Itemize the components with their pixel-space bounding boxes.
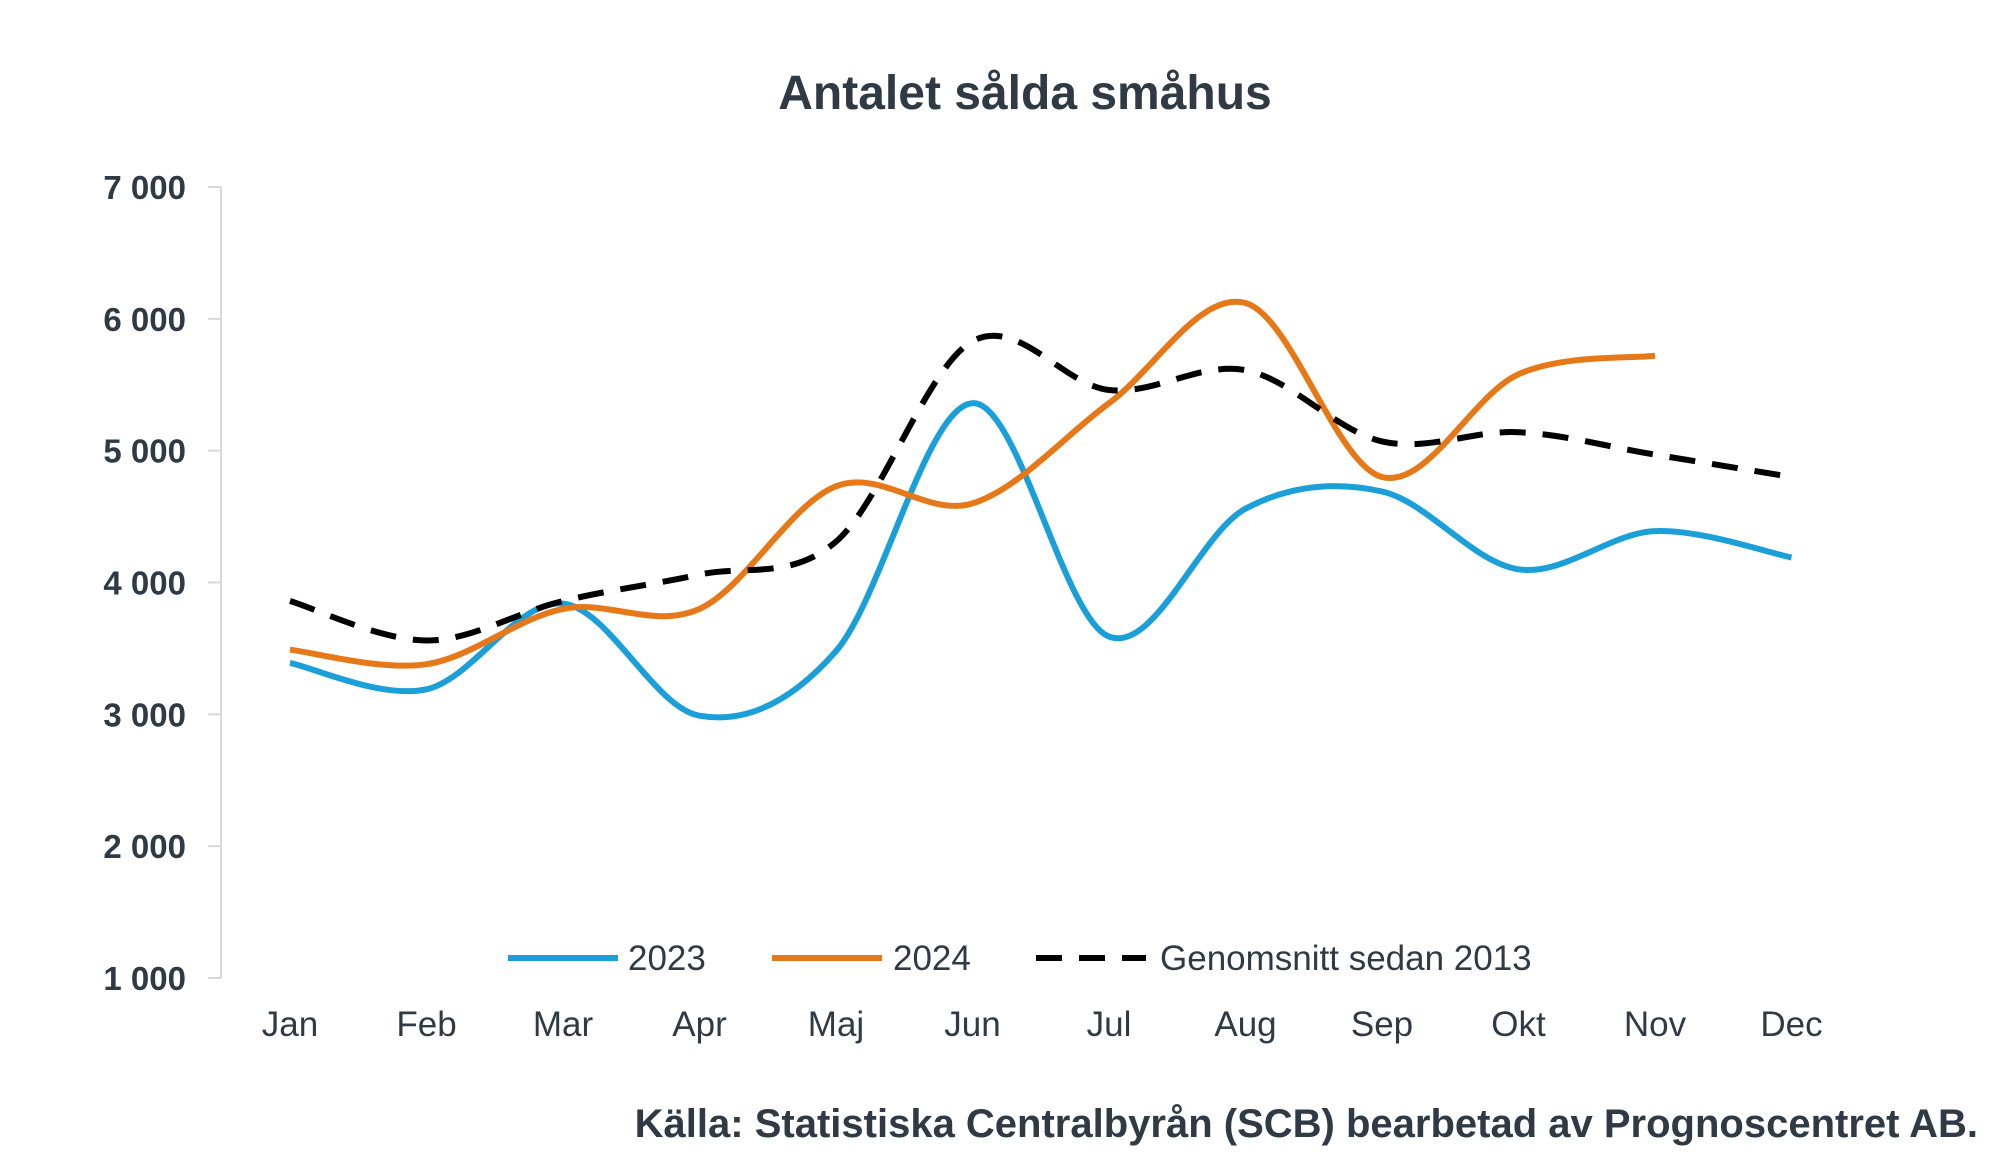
x-tick-label-jun: Jun <box>944 1005 1000 1044</box>
y-tick-label: 7 000 <box>103 169 186 206</box>
series-layer <box>289 298 1793 721</box>
x-tick-label-sep: Sep <box>1351 1005 1413 1044</box>
legend: 2023 2024 Genomsnitt sedan 2013 <box>508 939 1532 978</box>
series-line-2024 <box>289 298 1656 669</box>
x-tick-label-mar: Mar <box>533 1005 594 1044</box>
x-tick-label-maj: Maj <box>808 1005 864 1044</box>
legend-label-2023: 2023 <box>628 939 706 978</box>
x-axis: Jan Feb Mar Apr Maj Jun Jul Aug Sep Okt Nov Dec <box>262 1005 1823 1044</box>
source-note: Källa: Statistiska Centralbyrån (SCB) be… <box>635 1102 1978 1146</box>
y-axis: 1 000 2 000 3 000 4 000 5 000 6 000 7 000 <box>103 169 221 997</box>
legend-label-genomsnitt-sedan-2013: Genomsnitt sedan 2013 <box>1160 939 1532 978</box>
x-tick-label-okt: Okt <box>1491 1005 1546 1044</box>
x-tick-label-apr: Apr <box>672 1005 727 1044</box>
series-line-genomsnitt-sedan-2013 <box>289 332 1792 644</box>
chart-title: Antalet sålda småhus <box>778 67 1272 120</box>
y-tick-label: 5 000 <box>103 433 186 470</box>
y-tick-label: 1 000 <box>103 960 186 997</box>
x-tick-label-jan: Jan <box>262 1005 318 1044</box>
x-tick-label-jul: Jul <box>1087 1005 1132 1044</box>
x-tick-label-feb: Feb <box>396 1005 456 1044</box>
y-tick-label: 6 000 <box>103 301 186 338</box>
x-tick-label-aug: Aug <box>1214 1005 1276 1044</box>
y-tick-label: 2 000 <box>103 828 186 865</box>
x-tick-label-nov: Nov <box>1624 1005 1687 1044</box>
y-tick-label: 3 000 <box>103 696 186 733</box>
legend-label-2024: 2024 <box>893 939 971 978</box>
y-tick-label: 4 000 <box>103 565 186 602</box>
series-line-2023 <box>289 400 1793 721</box>
x-tick-label-dec: Dec <box>1760 1005 1822 1044</box>
